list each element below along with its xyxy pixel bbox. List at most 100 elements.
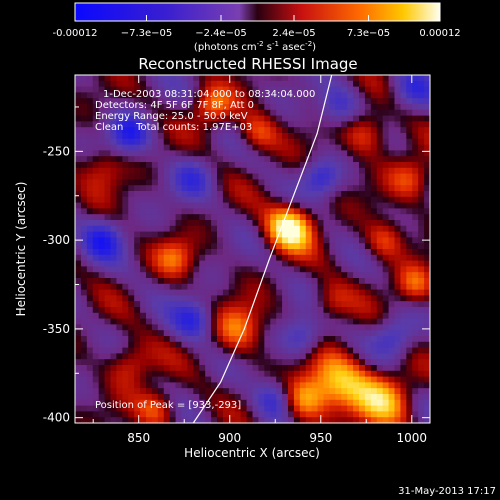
heatmap-cell <box>264 394 271 401</box>
heatmap-cell <box>246 156 254 163</box>
heatmap-cell <box>157 185 165 192</box>
heatmap-cell <box>282 394 289 401</box>
heatmap-cell <box>388 156 396 163</box>
heatmap-cell <box>151 104 159 111</box>
heatmap-cell <box>175 260 183 267</box>
heatmap-cell <box>110 220 118 227</box>
heatmap-cell <box>406 104 413 111</box>
heatmap-cell <box>329 353 336 360</box>
heatmap-cell <box>222 202 230 209</box>
heatmap-cell <box>412 115 419 122</box>
heatmap-cell <box>228 249 236 256</box>
heatmap-cell <box>116 156 123 163</box>
heatmap-cell <box>335 214 342 221</box>
heatmap-cell <box>299 75 307 82</box>
heatmap-cell <box>228 307 236 314</box>
heatmap-cell <box>228 202 236 209</box>
heatmap-cell <box>86 80 94 88</box>
heatmap-cell <box>140 295 147 302</box>
heatmap-cell <box>282 220 289 227</box>
heatmap-cell <box>264 80 271 88</box>
heatmap-cell <box>382 109 390 117</box>
heatmap-cell <box>394 370 402 378</box>
date-stamp: 31-May-2013 17:17 <box>398 486 496 497</box>
heatmap-cell <box>140 341 147 349</box>
heatmap-cell <box>258 341 265 349</box>
heatmap-cell <box>222 394 230 401</box>
heatmap-cell <box>282 289 289 296</box>
heatmap-cell <box>388 173 396 180</box>
heatmap-cell <box>341 167 348 175</box>
heatmap-cell <box>157 115 165 122</box>
heatmap-cell <box>258 365 265 372</box>
heatmap-cell <box>258 295 265 302</box>
heatmap-cell <box>175 370 183 378</box>
heatmap-cell <box>317 260 325 267</box>
heatmap-cell <box>246 104 254 111</box>
heatmap-cell <box>211 249 218 256</box>
heatmap-cell <box>86 301 94 308</box>
heatmap-cell <box>270 86 277 93</box>
heatmap-cell <box>169 162 177 169</box>
heatmap-cell <box>211 214 218 221</box>
heatmap-cell <box>175 121 183 128</box>
heatmap-cell <box>80 191 88 198</box>
heatmap-cell <box>341 278 348 285</box>
heatmap-cell <box>175 295 183 302</box>
heatmap-cell <box>412 220 419 227</box>
heatmap-cell <box>305 272 313 279</box>
heatmap-cell <box>264 92 271 99</box>
heatmap-cell <box>157 405 165 412</box>
heatmap-cell <box>341 318 348 325</box>
heatmap-cell <box>347 278 354 285</box>
heatmap-cell <box>418 312 425 320</box>
heatmap-cell <box>80 254 88 262</box>
heatmap-cell <box>116 121 123 128</box>
heatmap-cell <box>86 138 94 146</box>
heatmap-cell <box>406 243 413 250</box>
heatmap-cell <box>151 347 159 354</box>
heatmap-cell <box>282 86 289 93</box>
heatmap-cell <box>264 347 271 354</box>
heatmap-cell <box>353 162 360 169</box>
heatmap-cell <box>264 289 271 296</box>
heatmap-cell <box>347 394 354 401</box>
heatmap-cell <box>98 370 106 378</box>
heatmap-cell <box>305 109 313 117</box>
heatmap-cell <box>341 162 348 169</box>
heatmap-cell <box>341 150 348 157</box>
heatmap-cell <box>128 121 135 128</box>
heatmap-cell <box>329 173 336 180</box>
heatmap-cell <box>163 365 171 372</box>
heatmap-cell <box>228 150 236 157</box>
heatmap-cell <box>288 318 295 325</box>
heatmap-cell <box>116 376 123 383</box>
heatmap-cell <box>388 86 396 93</box>
heatmap-cell <box>199 307 206 314</box>
heatmap-cell <box>359 272 366 279</box>
heatmap-cell <box>75 214 82 221</box>
heatmap-cell <box>406 382 413 389</box>
heatmap-cell <box>264 179 271 186</box>
heatmap-cell <box>258 347 265 354</box>
heatmap-cell <box>193 365 200 372</box>
heatmap-cell <box>394 365 402 372</box>
heatmap-cell <box>394 202 402 209</box>
heatmap-cell <box>370 104 378 111</box>
heatmap-cell <box>418 417 425 423</box>
heatmap-cell <box>211 202 218 209</box>
heatmap-cell <box>347 92 354 99</box>
heatmap-cell <box>205 92 212 99</box>
heatmap-cell <box>157 214 165 221</box>
heatmap-cell <box>234 121 242 128</box>
heatmap-cell <box>140 173 147 180</box>
heatmap-cell <box>110 208 118 215</box>
heatmap-cell <box>364 388 372 395</box>
heatmap-cell <box>323 278 331 285</box>
heatmap-cell <box>424 156 430 163</box>
heatmap-cell <box>353 411 360 418</box>
heatmap-cell <box>264 295 271 302</box>
heatmap-cell <box>406 254 413 262</box>
heatmap-cell <box>299 388 307 395</box>
heatmap-cell <box>305 359 313 366</box>
